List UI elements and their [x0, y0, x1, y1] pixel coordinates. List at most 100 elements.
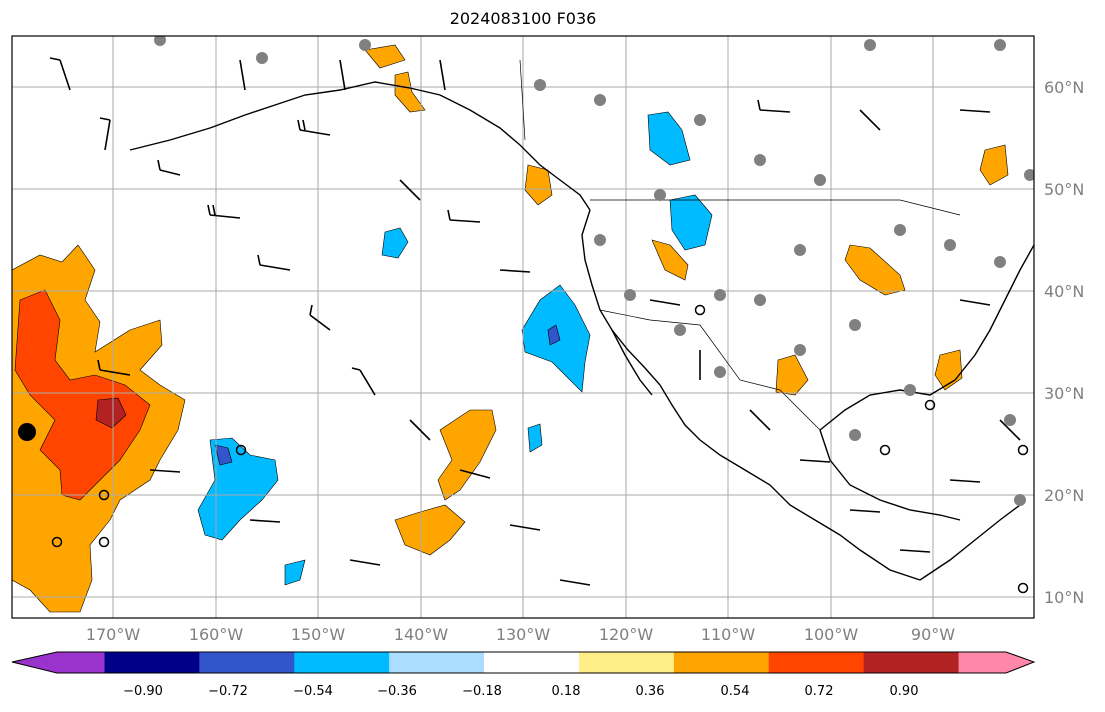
colorbar-tick-label: 0.36	[635, 684, 665, 699]
lat-label-30n: 30°N	[1044, 384, 1085, 403]
station-marker	[754, 294, 766, 306]
colorbar-segment	[768, 652, 865, 673]
warm-patch-9	[364, 44, 406, 69]
lon-label-130w: 130°W	[495, 625, 551, 644]
lat-label-50n: 50°N	[1044, 180, 1085, 199]
colorbar-segment	[958, 652, 1034, 673]
colorbar-tick-label: 0.72	[804, 684, 834, 699]
station-marker	[624, 289, 636, 301]
station-marker	[256, 52, 268, 64]
mexico-east-coast	[819, 429, 961, 521]
lon-label-160w: 160°W	[188, 625, 244, 644]
station-marker	[864, 39, 876, 51]
gulf-coast	[819, 244, 1034, 431]
station-marker	[534, 79, 546, 91]
lon-label-90w: 90°W	[910, 625, 956, 644]
map-frame	[11, 35, 1035, 619]
station-marker-open	[879, 444, 891, 456]
precip-shading	[12, 44, 1009, 613]
cool-patch-3	[381, 227, 409, 259]
colorbar-segment	[578, 652, 675, 673]
station-marker	[654, 189, 666, 201]
station-marker-open	[1017, 444, 1029, 456]
colorbar-tick-label: −0.36	[377, 684, 417, 699]
station-marker	[594, 94, 606, 106]
colorbar-tick-label: 0.18	[551, 684, 581, 699]
lon-label-120w: 120°W	[598, 625, 654, 644]
station-marker-open	[694, 304, 706, 316]
warm-patch-3	[844, 244, 906, 296]
cool-patch-2	[669, 194, 713, 251]
colorbar-segment	[389, 652, 485, 673]
colorbar-outline	[11, 651, 1036, 674]
map-title: 2024083100 F036	[449, 9, 597, 28]
station-marker	[594, 234, 606, 246]
colorbar-segment	[484, 652, 580, 673]
station-marker	[849, 429, 861, 441]
colorbar-segment	[673, 652, 770, 673]
coastlines	[129, 81, 1034, 581]
warm-patch-8	[394, 71, 426, 113]
colorbar-tick-label: −0.18	[462, 684, 502, 699]
station-marker	[814, 174, 826, 186]
lat-label-20n: 20°N	[1044, 486, 1085, 505]
station-marker-open	[51, 536, 63, 548]
weather-map	[11, 35, 1035, 619]
station-markers-open	[51, 304, 1029, 594]
station-marker	[154, 36, 166, 46]
station-markers	[154, 36, 1034, 506]
baja-coast	[611, 329, 653, 396]
station-marker	[849, 319, 861, 331]
station-marker	[904, 384, 916, 396]
borders	[519, 59, 961, 431]
colorbar-tick-label: 0.54	[720, 684, 750, 699]
us-canada-border	[590, 199, 961, 216]
station-marker	[794, 244, 806, 256]
cool-core-baja	[547, 324, 561, 346]
station-marker-open	[1017, 582, 1029, 594]
colorbar-tick-label: 0.90	[889, 684, 919, 699]
station-marker	[994, 256, 1006, 268]
station-marker	[674, 324, 686, 336]
alaska-canada-border	[519, 59, 526, 141]
cool-patch-4	[527, 423, 543, 453]
station-marker-open	[235, 444, 247, 456]
colorbar-segment	[863, 652, 960, 673]
lat-label-40n: 40°N	[1044, 282, 1085, 301]
na-west-coast	[581, 209, 921, 581]
cool-region-hawaii	[197, 437, 279, 541]
wind-barbs	[49, 57, 1021, 586]
station-marker	[694, 114, 706, 126]
lat-label-60n: 60°N	[1044, 78, 1085, 97]
warm-patch-4	[775, 354, 809, 396]
station-marker	[714, 366, 726, 378]
lon-label-150w: 150°W	[290, 625, 346, 644]
colorbar-tick-label: −0.54	[293, 684, 333, 699]
lon-label-170w: 170°W	[85, 625, 141, 644]
lon-label-100w: 100°W	[803, 625, 859, 644]
station-marker-large	[18, 423, 36, 441]
warm-patch-1	[437, 409, 497, 501]
cool-patch-5	[284, 559, 306, 586]
cool-core-hawaii	[214, 444, 233, 466]
hot-core-west	[95, 397, 127, 429]
station-marker	[1004, 414, 1016, 426]
warm-patch-10	[651, 239, 689, 281]
lon-label-110w: 110°W	[700, 625, 756, 644]
colorbar	[11, 651, 1036, 674]
warm-patch-7	[979, 144, 1009, 186]
station-marker	[1024, 169, 1034, 181]
warm-core-west	[14, 289, 151, 501]
colorbar-segment	[199, 652, 295, 673]
station-marker	[794, 344, 806, 356]
station-marker	[1014, 494, 1026, 506]
station-marker	[359, 39, 371, 51]
station-marker-open	[98, 489, 110, 501]
lon-label-140w: 140°W	[393, 625, 449, 644]
alaska-coast	[129, 81, 591, 211]
colorbar-tick-label: −0.90	[123, 684, 163, 699]
cool-patch-1	[647, 111, 691, 166]
station-marker-open	[98, 536, 110, 548]
station-marker	[944, 239, 956, 251]
central-america	[919, 504, 1021, 581]
